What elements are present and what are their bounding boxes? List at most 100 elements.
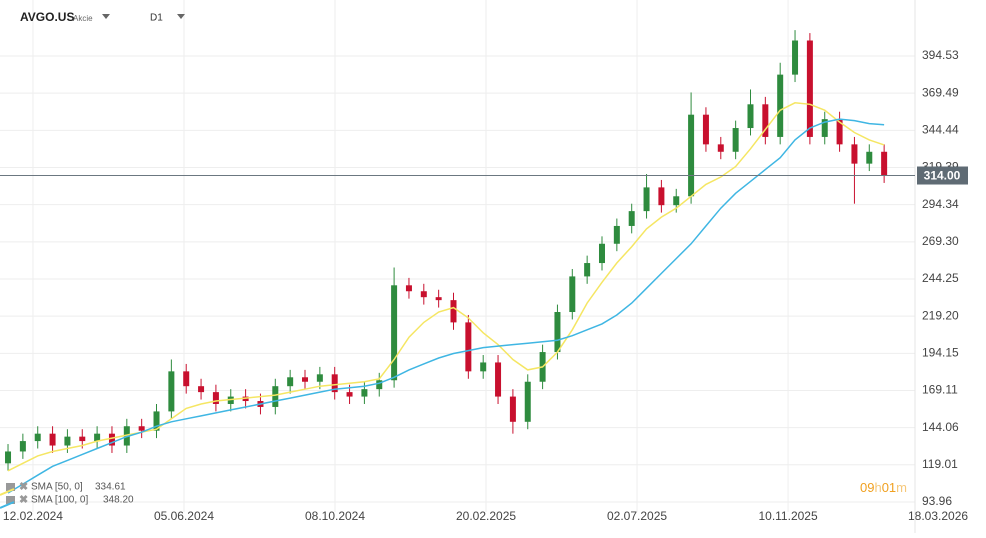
- candle-body: [94, 433, 101, 442]
- asset-class: Akcie: [73, 14, 93, 23]
- sma-line: [7, 118, 885, 494]
- countdown-part: 01: [882, 480, 896, 495]
- candle-body: [509, 396, 516, 422]
- candle-body: [688, 114, 695, 197]
- y-tick-label: 269.30: [922, 234, 959, 248]
- x-tick-label: 08.10.2024: [305, 509, 365, 523]
- y-tick-label: 93.96: [922, 494, 952, 508]
- candle-body: [391, 285, 398, 381]
- y-tick-label: 144.06: [922, 420, 959, 434]
- symbol-dropdown[interactable]: [102, 14, 110, 19]
- candle-body: [34, 433, 41, 442]
- candle-body: [168, 371, 175, 412]
- y-tick-label: 244.25: [922, 271, 959, 285]
- candle-body: [762, 104, 769, 137]
- legend-icon: [6, 496, 15, 504]
- candle-body: [227, 396, 234, 404]
- candle-body: [584, 263, 591, 277]
- countdown-part: m: [896, 480, 907, 495]
- x-tick-label: 05.06.2024: [154, 509, 214, 523]
- legend-name: SMA [50, 0]: [31, 482, 83, 493]
- candle-body: [836, 119, 843, 145]
- candle-body: [524, 381, 531, 422]
- legend-name: SMA [100, 0]: [31, 495, 88, 506]
- candle-body: [732, 128, 739, 152]
- candle-body: [717, 144, 724, 152]
- candle-body: [598, 243, 605, 264]
- x-tick-label: 10.11.2025: [758, 509, 817, 523]
- last-price-label: 314.00: [924, 169, 961, 183]
- candle-body: [420, 291, 427, 298]
- candle-body: [747, 104, 754, 129]
- legend-close: ✖: [19, 481, 28, 493]
- candle-body: [569, 276, 576, 313]
- countdown-part: 09: [860, 480, 874, 495]
- candle-body: [450, 300, 457, 323]
- legend-swatch: [0, 501, 15, 509]
- x-tick-label: 20.02.2025: [456, 509, 516, 523]
- y-tick-label: 119.01: [922, 457, 958, 471]
- countdown: 09h01m: [860, 480, 907, 495]
- legend-swatch: [0, 488, 15, 496]
- candle-body: [108, 433, 115, 446]
- candle-body: [212, 392, 219, 404]
- candle-body: [405, 285, 412, 292]
- candle-body: [495, 362, 502, 397]
- y-tick-label: 219.20: [922, 308, 959, 322]
- candle-body: [5, 451, 12, 464]
- symbol[interactable]: AVGO.US: [20, 10, 74, 24]
- sma-line: [7, 102, 885, 472]
- countdown-part: h: [874, 480, 881, 495]
- candle-body: [881, 151, 888, 176]
- y-tick-label: 194.15: [922, 345, 959, 359]
- legend-icon: [6, 483, 15, 491]
- candle-body: [19, 441, 26, 452]
- y-tick-label: 169.11: [922, 383, 958, 397]
- candle-body: [287, 377, 294, 387]
- y-tick-label: 294.34: [922, 197, 959, 211]
- candle-body: [64, 436, 71, 446]
- candle-body: [777, 74, 784, 137]
- y-tick-label: 344.44: [922, 123, 959, 137]
- candle-body: [198, 386, 205, 393]
- candle-body: [361, 389, 368, 397]
- candle-body: [613, 225, 620, 244]
- last-price-box: [917, 166, 968, 185]
- candle-body: [821, 119, 828, 137]
- candle-body: [435, 297, 442, 301]
- timeframe-dropdown[interactable]: [177, 14, 185, 19]
- candle-body: [376, 380, 383, 390]
- candle-body: [673, 196, 680, 206]
- candle-body: [806, 40, 813, 137]
- candle-body: [302, 377, 309, 382]
- candle-body: [331, 374, 338, 393]
- candle-body: [272, 386, 279, 407]
- x-tick-label: 12.02.2024: [3, 509, 63, 523]
- candle-body: [851, 144, 858, 164]
- candle-body: [153, 411, 160, 431]
- candle-body: [346, 392, 353, 397]
- candle-body: [792, 40, 799, 75]
- candle-body: [316, 374, 323, 382]
- candle-body: [554, 312, 561, 353]
- candle-body: [628, 211, 635, 226]
- candle-body: [183, 371, 190, 387]
- candle-body: [866, 151, 873, 164]
- y-tick-label: 369.49: [922, 85, 959, 99]
- x-tick-label: 02.07.2025: [607, 509, 667, 523]
- y-tick-label: 394.53: [922, 48, 959, 62]
- candle-body: [480, 362, 487, 372]
- candle-body: [658, 187, 665, 206]
- legend-value: 348.20: [103, 495, 134, 506]
- legend-close: ✖: [19, 494, 28, 506]
- candle-body: [702, 114, 709, 145]
- legend-value: 334.61: [95, 482, 126, 493]
- candle-body: [49, 433, 56, 446]
- x-tick-label: 18.03.2026: [908, 509, 968, 523]
- candle-body: [643, 187, 650, 212]
- timeframe[interactable]: D1: [150, 13, 163, 24]
- candle-body: [79, 436, 86, 442]
- candle-body: [465, 322, 472, 372]
